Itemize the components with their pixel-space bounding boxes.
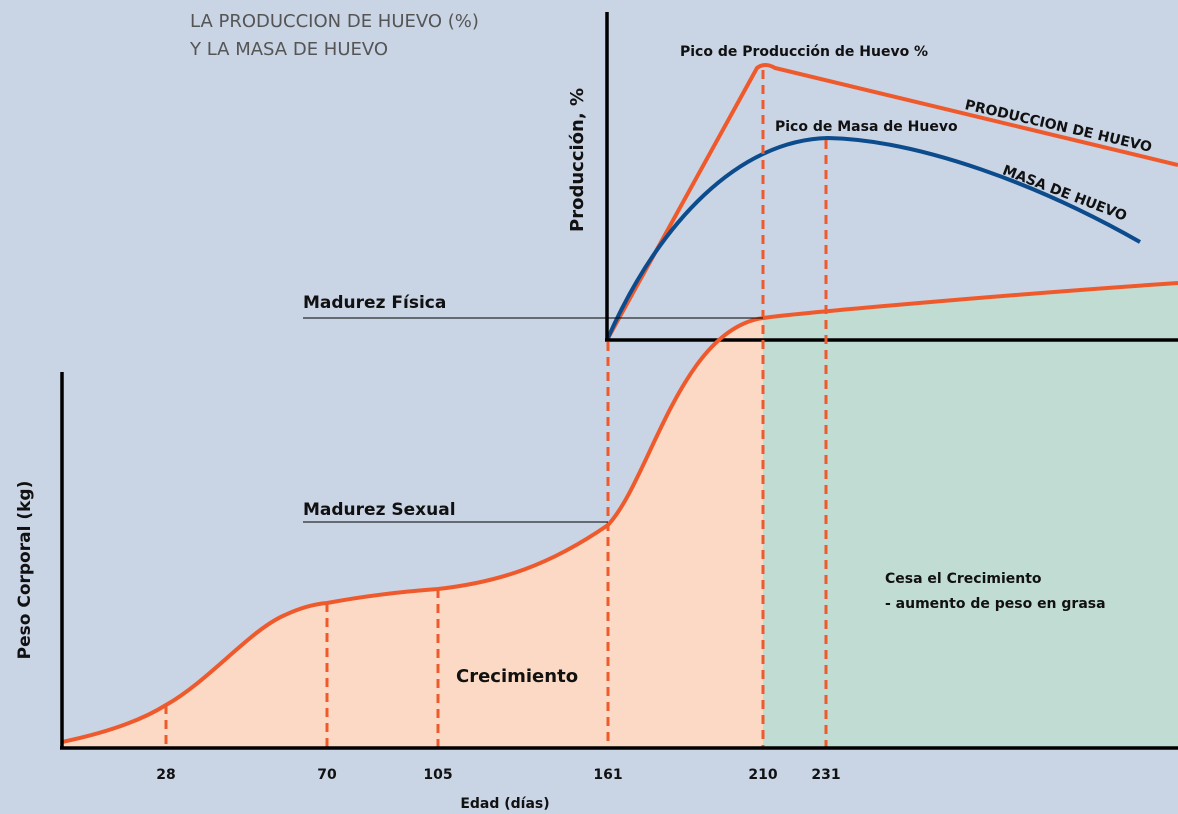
x-tick-label: 161 (593, 767, 622, 783)
x-tick-label: 105 (423, 767, 452, 783)
x-tick-label: 70 (317, 767, 337, 783)
x-tick-label: 231 (811, 767, 840, 783)
axis-label: Edad (días) (460, 796, 549, 812)
x-ticks: 28 70 105 161 210 231 (156, 767, 840, 783)
axis-label: Peso Corporal (kg) (15, 481, 35, 660)
production-line (605, 63, 1178, 341)
growth-curve (61, 281, 1178, 744)
label: Pico de Producción de Huevo % (680, 44, 928, 60)
label: Crecimiento (456, 666, 578, 687)
x-tick-label: 210 (748, 767, 777, 783)
label: Cesa el Crecimiento (885, 571, 1042, 587)
label: Madurez Sexual (303, 500, 456, 520)
title-line: LA PRODUCCION DE HUEVO (%) (190, 11, 479, 32)
label: - aumento de peso en grasa (885, 596, 1106, 612)
fat-area (763, 283, 1178, 748)
label: Pico de Masa de Huevo (775, 119, 958, 135)
title-line: Y LA MASA DE HUEVO (189, 39, 388, 60)
x-tick-label: 28 (156, 767, 175, 783)
label: Madurez Física (303, 293, 446, 313)
axis-label: Producción, % (567, 88, 588, 232)
mass-line (605, 135, 1141, 341)
